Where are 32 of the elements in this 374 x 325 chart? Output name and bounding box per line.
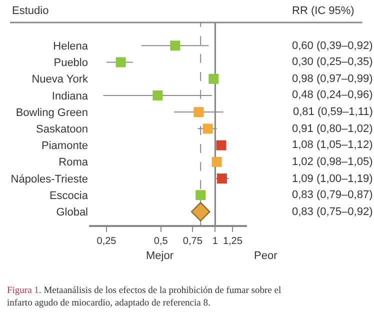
text: RR (IC 95%): [292, 5, 354, 17]
data-label: 0,81 (0,59–1,11): [293, 106, 373, 118]
y-tick-label: Helena: [53, 40, 89, 52]
x-tick-label: 1: [212, 236, 218, 247]
y-tick-label: Saskatoon: [36, 124, 88, 136]
data-label: 1,02 (0,98–1,05): [292, 156, 373, 168]
data-label: 0,60 (0,39–0,92): [292, 40, 373, 52]
x-tick-label: 0,75: [182, 236, 203, 247]
data-label: 1,09 (1,00–1,19): [292, 173, 373, 185]
text: Mejor: [146, 250, 174, 262]
y-tick-label: Global: [56, 206, 88, 219]
text: Estudio: [12, 5, 49, 17]
x-tick-label: 0,5: [154, 236, 168, 247]
data-label: 0,30 (0,25–0,35): [292, 56, 373, 68]
y-tick-label: Piamonte: [42, 140, 88, 152]
data-label: 0,98 (0,97–0,99): [292, 73, 373, 85]
data-label: 1,08 (1,05–1,12): [292, 139, 373, 151]
y-tick-label: Pueblo: [54, 57, 88, 70]
y-tick-label: Nueva York: [32, 74, 88, 86]
data-label: 0,91 (0,80–1,02): [292, 123, 373, 135]
y-tick-label: Bowling Green: [16, 106, 88, 119]
data-label: 0,83 (0,79–0,87): [292, 189, 373, 201]
y-tick-label: Roma: [58, 156, 89, 169]
text: 0,83 (0,75–0,92): [292, 206, 373, 218]
data-label: 0,48 (0,24–0,96): [292, 89, 373, 101]
y-tick-label: Indiana: [52, 90, 89, 102]
text: Peor: [254, 250, 278, 262]
text: Figura 1.: [7, 286, 42, 296]
y-tick-label: Nápoles-Trieste: [10, 173, 88, 186]
y-tick-label: Escocia: [49, 190, 89, 202]
x-tick-label: 1,25: [222, 236, 243, 247]
x-tick-label: 0,25: [96, 236, 117, 247]
